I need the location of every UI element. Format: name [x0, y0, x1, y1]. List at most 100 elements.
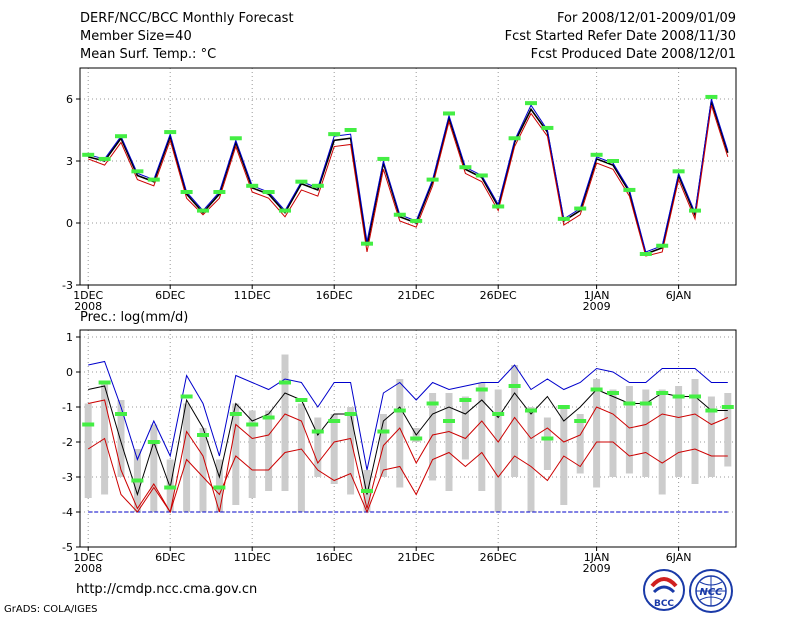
series-line-lower2	[87, 437, 728, 514]
observed-marker	[508, 384, 521, 388]
observed-marker	[393, 212, 406, 217]
spread-bar	[593, 379, 601, 488]
observed-marker	[197, 208, 209, 213]
x-tick-year-label: 2008	[74, 300, 102, 313]
observed-marker	[361, 489, 373, 493]
spread-bar	[609, 389, 617, 477]
spread-bar	[314, 417, 322, 477]
observed-marker	[492, 412, 505, 416]
observed-marker	[475, 387, 488, 392]
observed-marker	[279, 208, 291, 213]
grads-credit: GrADS: COLA/IGES	[4, 604, 98, 615]
spread-bar	[183, 403, 191, 512]
temperature-panel-title: Mean Surf. Temp.: °C	[80, 47, 217, 62]
observed-marker	[98, 380, 111, 385]
observed-marker	[164, 485, 177, 490]
observed-marker	[590, 387, 603, 392]
y-tick-label: 0	[66, 366, 73, 379]
ncc-logo-text: NCC	[699, 587, 723, 598]
y-tick-label: 6	[66, 93, 73, 106]
observed-marker	[525, 101, 537, 106]
observed-marker	[311, 183, 324, 188]
forecast-period: For 2008/12/01-2009/01/09	[557, 11, 736, 26]
spread-bar	[297, 403, 305, 512]
observed-marker	[262, 190, 275, 194]
observed-marker	[295, 398, 308, 402]
observed-marker	[475, 173, 488, 178]
source-url[interactable]: http://cmdp.ncc.cma.gov.cn	[76, 582, 258, 597]
spread-bar	[494, 389, 502, 512]
y-tick-label: -4	[62, 506, 73, 519]
y-tick-label: -3	[62, 279, 73, 292]
spread-bar	[117, 400, 125, 477]
observed-marker	[443, 419, 455, 423]
spread-bar	[265, 410, 273, 491]
observed-marker	[344, 128, 357, 132]
x-tick-label: 16DEC	[316, 289, 353, 302]
spread-bar	[658, 389, 666, 495]
precipitation-panel-title: Prec.: log(mm/d)	[80, 310, 189, 325]
observed-marker	[574, 419, 587, 423]
observed-marker	[147, 440, 160, 444]
x-tick-label: 6DEC	[155, 551, 185, 564]
observed-marker	[721, 405, 734, 409]
observed-marker	[164, 130, 177, 135]
observed-marker	[574, 206, 587, 211]
x-tick-label: 6DEC	[155, 289, 185, 302]
observed-marker	[590, 152, 603, 157]
bcc-logo-text: BCC	[654, 599, 674, 609]
observed-marker	[82, 152, 95, 157]
observed-marker	[229, 412, 242, 416]
spread-bar	[625, 386, 633, 474]
plot-frame	[79, 329, 737, 548]
observed-marker	[328, 132, 341, 137]
observed-marker	[607, 159, 619, 163]
x-tick-label: 1DEC	[73, 289, 103, 302]
series-line-ensemble	[88, 100, 729, 256]
observed-marker	[262, 415, 275, 420]
x-tick-label: 26DEC	[480, 551, 517, 564]
observed-marker	[344, 412, 357, 416]
observed-marker	[705, 94, 718, 99]
x-tick-year-label: 2008	[74, 562, 102, 575]
forecast-start-date: Fcst Started Refer Date 2008/11/30	[504, 29, 736, 44]
spread-bar	[511, 365, 519, 477]
observed-marker	[295, 179, 308, 184]
observed-marker	[246, 183, 259, 188]
spread-bar	[330, 414, 338, 484]
observed-marker	[279, 380, 291, 385]
plot-frame	[79, 67, 737, 286]
observed-marker	[607, 391, 619, 395]
x-tick-label: 21DEC	[398, 551, 435, 564]
observed-marker	[541, 436, 554, 441]
x-tick-label: 26DEC	[480, 289, 517, 302]
spread-bar	[691, 379, 699, 484]
spread-bar	[642, 389, 650, 477]
observed-marker	[672, 394, 685, 399]
bcc-logo: BCC	[642, 568, 686, 612]
series-line-ensemble	[88, 385, 728, 497]
x-tick-label: 11DEC	[234, 551, 271, 564]
y-tick-label: 0	[66, 217, 73, 230]
x-tick-label: 1JAN	[584, 289, 610, 302]
spread-bar	[199, 428, 207, 512]
observed-marker	[410, 436, 423, 441]
y-tick-label: 1	[66, 331, 73, 344]
observed-marker	[180, 394, 193, 399]
spread-bar	[150, 424, 158, 512]
observed-marker	[377, 429, 390, 434]
spread-bar	[347, 407, 355, 495]
x-tick-label: 1DEC	[73, 551, 103, 564]
spread-bar	[248, 410, 256, 498]
observed-marker	[508, 136, 521, 141]
x-tick-label: 6JAN	[666, 551, 692, 564]
x-tick-label: 1JAN	[584, 551, 610, 564]
observed-marker	[98, 156, 111, 161]
spread-bar	[527, 407, 535, 512]
observed-marker	[639, 252, 652, 256]
spread-bar	[675, 386, 683, 477]
spread-bar	[232, 403, 240, 505]
spread-bar	[707, 396, 715, 477]
series-line-upper	[88, 360, 728, 471]
